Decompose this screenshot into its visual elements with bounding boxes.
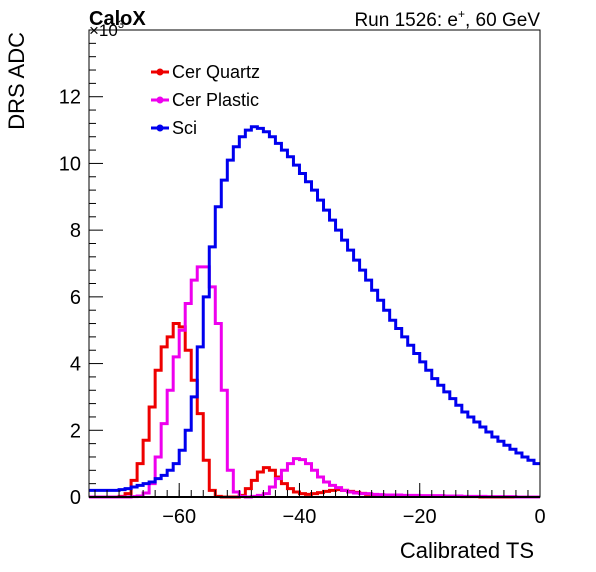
legend-marker bbox=[156, 68, 164, 76]
y-axis-title: DRS ADC bbox=[4, 32, 29, 130]
run-label-main: Run 1526: e bbox=[354, 10, 458, 31]
axis-layer: −60 −40 −20 0 0 2 4 6 8 10 12 bbox=[59, 42, 546, 528]
x-tick-label: −20 bbox=[403, 506, 437, 528]
legend-label: Cer Plastic bbox=[172, 90, 259, 110]
legend-entry: Sci bbox=[151, 118, 197, 138]
series-layer bbox=[89, 125, 540, 499]
legend-entry: Cer Quartz bbox=[151, 62, 260, 82]
y-tick-label: 4 bbox=[70, 354, 81, 376]
legend-label: Cer Quartz bbox=[172, 62, 260, 82]
x-tick-label: 0 bbox=[534, 506, 545, 528]
y-tick-label: 10 bbox=[59, 153, 81, 175]
run-label: Run 1526: e+, 60 GeV bbox=[354, 7, 540, 31]
series-line-sci bbox=[89, 125, 540, 492]
legend-label: Sci bbox=[172, 118, 197, 138]
x-tick-label: −60 bbox=[162, 506, 196, 528]
y-tick-label: 6 bbox=[70, 287, 81, 309]
x-axis-title: Calibrated TS bbox=[400, 538, 534, 563]
legend-marker bbox=[156, 124, 164, 132]
y-tick-label: 12 bbox=[59, 87, 81, 109]
x-tick-label: −40 bbox=[282, 506, 316, 528]
calox-label: CaloX bbox=[89, 8, 146, 30]
legend: Cer Quartz Cer Plastic Sci bbox=[151, 62, 260, 138]
y-scale-exponent-power: 3 bbox=[118, 19, 124, 31]
y-tick-label: 0 bbox=[70, 487, 81, 509]
legend-entry: Cer Plastic bbox=[151, 90, 259, 110]
series-line-cer-plastic bbox=[89, 265, 540, 499]
run-label-tail: , 60 GeV bbox=[465, 10, 540, 31]
legend-marker bbox=[156, 96, 164, 104]
y-tick-label: 2 bbox=[70, 420, 81, 442]
run-label-superscript: + bbox=[458, 7, 465, 21]
y-tick-label: 8 bbox=[70, 220, 81, 242]
